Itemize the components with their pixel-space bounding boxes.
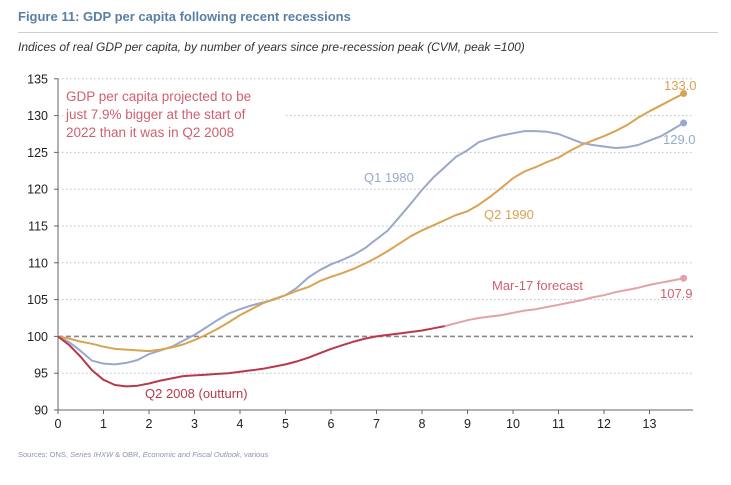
x-tick-label: 7: [373, 417, 380, 431]
x-tick-label: 13: [643, 417, 657, 431]
end-label-q2-1990: 133.0: [664, 78, 697, 93]
x-tick-label: 5: [282, 417, 289, 431]
y-tick-label: 100: [27, 330, 48, 344]
x-tick-label: 0: [55, 417, 62, 431]
series-q2-1990-line: [57, 92, 685, 353]
series-end-point: [680, 119, 688, 127]
series-q2-2008-line: [57, 325, 445, 388]
series-forecast-line: [444, 277, 684, 328]
x-tick-label: 8: [419, 417, 426, 431]
y-tick-label: 90: [34, 404, 48, 418]
x-tick-label: 11: [552, 417, 565, 431]
x-tick-label: 6: [328, 417, 335, 431]
annotation-background: [63, 85, 285, 142]
y-tick-label: 110: [28, 256, 48, 270]
y-tick-label: 95: [34, 367, 48, 381]
x-tick-label: 10: [506, 417, 520, 431]
x-tick-label: 2: [146, 417, 153, 431]
series-end-point: [680, 90, 688, 98]
y-tick-label: 125: [27, 146, 48, 160]
series-label-q2-2008: Q2 2008 (outturn): [145, 386, 248, 401]
annotation-line: GDP per capita projected to be: [66, 89, 251, 104]
y-tick-label: 115: [28, 220, 48, 234]
figure-subtitle: Indices of real GDP per capita, by numbe…: [18, 40, 525, 54]
series-label-forecast: Mar-17 forecast: [492, 278, 583, 293]
end-label-q1-1980: 129.0: [663, 132, 696, 147]
figure-header: Figure 11: GDP per capita following rece…: [18, 8, 718, 33]
annotation-line: 2022 than it was in Q2 2008: [66, 125, 234, 140]
source-note: Sources: ONS, Series IHXW & OBR, Economi…: [18, 450, 269, 459]
y-tick-label: 130: [27, 109, 48, 123]
annotation-line: just 7.9% bigger at the start of: [65, 107, 246, 122]
x-tick-label: 3: [191, 417, 198, 431]
series-q1-1980-line: [57, 122, 685, 366]
figure-title: Figure 11: GDP per capita following rece…: [18, 9, 351, 24]
end-label-forecast: 107.9: [660, 286, 693, 301]
y-tick-label: 120: [27, 183, 48, 197]
x-tick-label: 9: [464, 417, 471, 431]
y-tick-label: 135: [27, 72, 48, 86]
x-tick-label: 4: [237, 417, 244, 431]
x-tick-label: 1: [100, 417, 107, 431]
series-end-point: [680, 274, 688, 282]
series-label-q2-1990: Q2 1990: [484, 207, 534, 222]
series-label-q1-1980: Q1 1980: [364, 170, 414, 185]
x-tick-label: 12: [597, 417, 611, 431]
y-tick-label: 105: [27, 293, 48, 307]
